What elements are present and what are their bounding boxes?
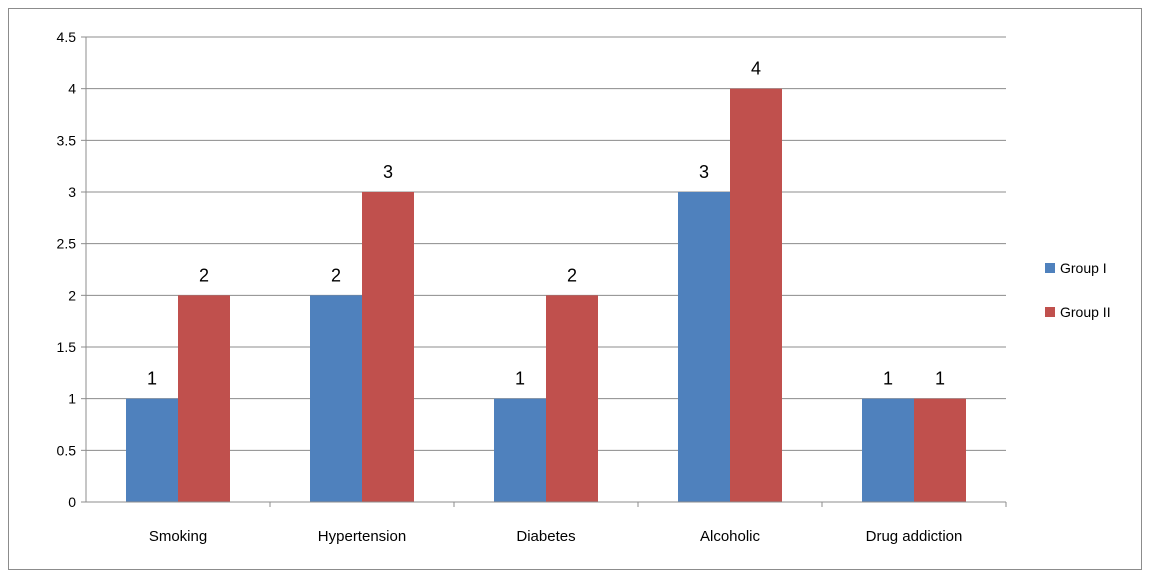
y-tick-label: 2: [68, 287, 76, 303]
legend-swatch: [1045, 307, 1055, 317]
data-label: 1: [147, 369, 157, 389]
data-labels: 1 2 2 3 1 2 3 4 1 1: [147, 59, 945, 389]
legend-label: Group I: [1060, 260, 1107, 276]
bar-group-i: [494, 398, 546, 502]
bar-group-i: [678, 192, 730, 502]
bar-group-ii: [546, 295, 598, 502]
y-tick-label: 4.5: [57, 29, 77, 45]
y-tick-label: 2.5: [57, 236, 77, 252]
x-tick-label: Diabetes: [516, 528, 575, 545]
bar-group-i: [862, 398, 914, 502]
bar-group-ii: [730, 88, 782, 503]
gridlines: [86, 36, 1006, 451]
data-label: 1: [515, 369, 525, 389]
bar-group-ii: [914, 398, 966, 502]
legend: Group I Group II: [1045, 260, 1111, 320]
y-tick-label: 3: [68, 184, 76, 200]
legend-swatch: [1045, 263, 1055, 273]
bar-group-ii: [362, 192, 414, 502]
x-tick-label: Alcoholic: [700, 528, 761, 545]
data-label: 2: [199, 265, 209, 285]
legend-label: Group II: [1060, 304, 1111, 320]
y-tick-label: 4: [68, 81, 76, 97]
bar-group-ii: [178, 295, 230, 502]
data-label: 3: [699, 162, 709, 182]
y-tick-label: 0: [68, 494, 76, 510]
axes: 0 0.5 1 1.5 2 2.5 3 3.5 4 4.5 Smoking Hypertension D…: [57, 29, 1007, 545]
x-tick-label: Smoking: [149, 528, 207, 545]
bar-group-i: [310, 295, 362, 502]
y-tick-label: 0.5: [57, 442, 77, 458]
y-tick-label: 1: [68, 391, 76, 407]
data-label: 1: [935, 369, 945, 389]
x-tick-label: Drug addiction: [866, 528, 963, 545]
data-label: 3: [383, 162, 393, 182]
data-label: 4: [751, 59, 761, 79]
data-label: 2: [331, 265, 341, 285]
bar-group-i: [126, 398, 178, 502]
x-tick-label: Hypertension: [318, 528, 406, 545]
data-label: 2: [567, 265, 577, 285]
data-label: 1: [883, 369, 893, 389]
y-tick-label: 1.5: [57, 339, 77, 355]
bars: [126, 88, 966, 503]
y-tick-label: 3.5: [57, 132, 77, 148]
